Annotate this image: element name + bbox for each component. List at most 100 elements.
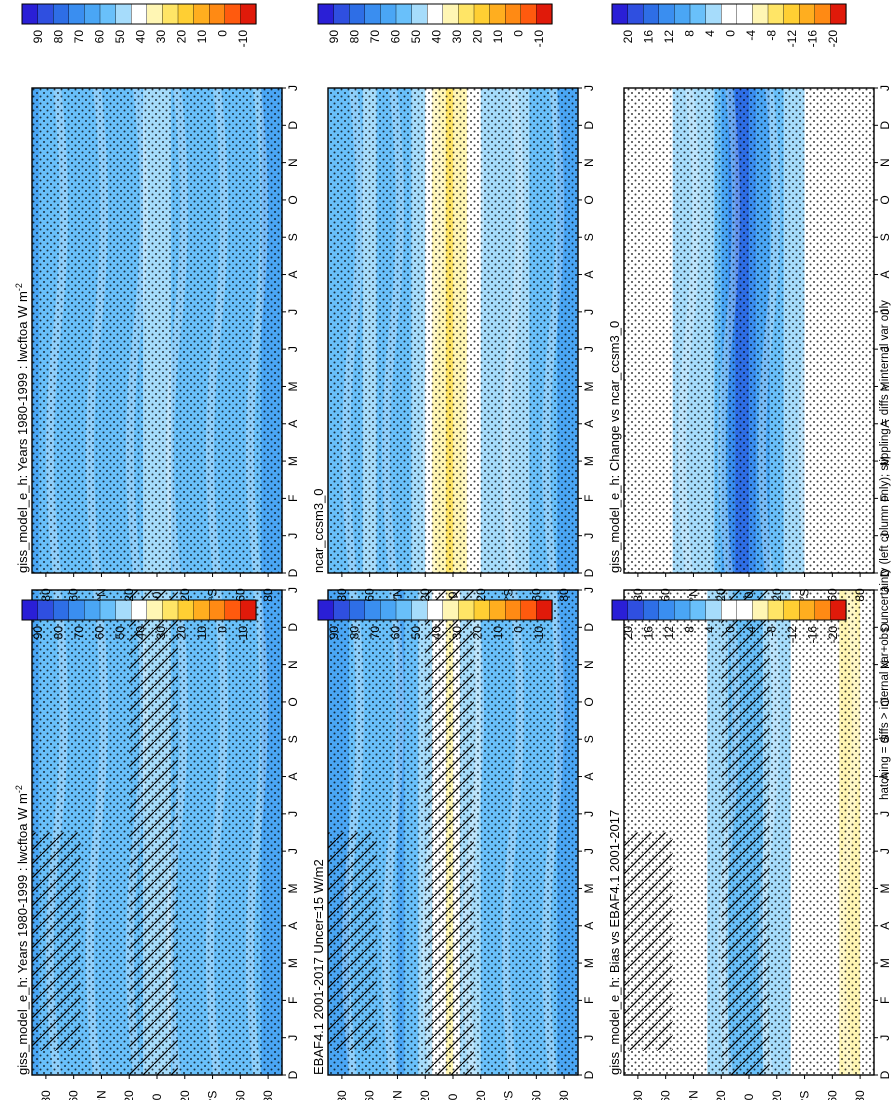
colorbar-swatch xyxy=(317,599,335,621)
colorbar-swatch xyxy=(99,3,117,25)
colorbar-swatch xyxy=(674,599,691,621)
colorbar-label: 90 xyxy=(327,626,341,640)
colorbar-label: 60 xyxy=(93,626,107,640)
month-tick-label: A xyxy=(582,420,596,428)
title-superscript: -2 xyxy=(14,283,24,291)
colorbar-swatch xyxy=(458,599,475,621)
colorbar-label: 70 xyxy=(72,30,86,44)
colorbar-label: -16 xyxy=(806,626,820,644)
lat-tick-label: °N xyxy=(686,1090,700,1100)
lat-tick-label: 60 xyxy=(659,588,673,602)
colorbar-swatch xyxy=(767,599,785,621)
colorbar-swatch xyxy=(814,3,831,25)
stippling xyxy=(624,88,874,573)
colorbar-swatch xyxy=(721,599,738,621)
lat-tick-label: 20 xyxy=(418,1090,432,1100)
colorbar-label: 8 xyxy=(683,30,697,37)
colorbar-swatch xyxy=(611,599,629,621)
lat-tick-label: 80 xyxy=(631,1090,645,1100)
hatching-tropics xyxy=(129,590,178,1075)
colorbar-swatch xyxy=(736,599,753,621)
month-tick-label: S xyxy=(286,233,300,241)
colorbar-swatch xyxy=(177,599,195,621)
colorbar-swatch xyxy=(364,3,381,25)
lat-tick-label: 60 xyxy=(363,1090,377,1100)
colorbar-swatch xyxy=(193,599,210,621)
colorbar-swatch xyxy=(705,599,722,621)
colorbar-swatch xyxy=(240,599,257,621)
lat-tick-label: 60 xyxy=(67,588,81,602)
colorbar-label: 60 xyxy=(389,30,403,44)
colorbar-swatch xyxy=(53,3,70,25)
lat-tick-label: °S xyxy=(206,589,220,602)
month-tick-label: N xyxy=(878,660,892,669)
colorbar-label: 80 xyxy=(348,626,362,640)
lat-tick-label: 60 xyxy=(363,588,377,602)
stippling xyxy=(328,88,578,573)
colorbar-label: 20 xyxy=(621,626,635,640)
colorbar-label: 4 xyxy=(703,626,717,633)
month-tick-label: J xyxy=(286,811,300,817)
month-tick-label: M xyxy=(582,456,596,466)
lat-tick-label: 20 xyxy=(474,1090,488,1100)
lat-tick-label: 20 xyxy=(474,588,488,602)
panel-title: giss_model_e_h: Years 1980-1999 : lwcfto… xyxy=(14,283,30,573)
month-tick-label: M xyxy=(286,456,300,466)
month-tick-label: M xyxy=(286,958,300,968)
colorbar-label: 10 xyxy=(195,626,209,640)
colorbar-label: 12 xyxy=(662,626,676,640)
colorbar-label: 30 xyxy=(450,626,464,640)
colorbar-swatch xyxy=(130,599,148,621)
month-tick-label: J xyxy=(878,85,892,91)
lat-tick-label: °S xyxy=(502,589,516,602)
month-tick-label: A xyxy=(582,922,596,930)
colorbar-label: 70 xyxy=(368,30,382,44)
month-tick-label: J xyxy=(582,587,596,593)
month-tick-label: A xyxy=(878,271,892,279)
colorbar: 90 80 70 60 50 40 30 20 10 0 -10 xyxy=(317,599,553,643)
colorbar-swatch xyxy=(364,599,381,621)
month-tick-label: S xyxy=(286,735,300,743)
lat-tick-label: 60 xyxy=(529,588,543,602)
month-tick-label: A xyxy=(286,773,300,781)
colorbar-swatch xyxy=(53,599,70,621)
lat-tick-label: 80 xyxy=(557,588,571,602)
lat-tick-label: °S xyxy=(206,1091,220,1100)
month-tick-label: D xyxy=(286,121,300,130)
month-tick-label: M xyxy=(286,381,300,391)
panel-D: D J F M A M J J A S O N D J 80 60 °N 20 0 20 °S 60 80 ncar_ccsm… xyxy=(311,3,596,602)
colorbar-swatch xyxy=(783,599,800,621)
lat-tick-label: 80 xyxy=(39,1090,53,1100)
colorbar-swatch xyxy=(689,599,707,621)
lat-tick-label: 20 xyxy=(178,1090,192,1100)
month-tick-label: F xyxy=(878,997,892,1004)
colorbar-swatch xyxy=(380,599,397,621)
colorbar-label: -12 xyxy=(785,626,799,644)
month-tick-label: J xyxy=(878,587,892,593)
colorbar-label: 40 xyxy=(430,30,444,44)
colorbar-swatch xyxy=(721,3,738,25)
lat-tick-label: 0 xyxy=(150,591,164,598)
colorbar-swatch xyxy=(799,599,816,621)
hatching-north xyxy=(624,832,673,1051)
colorbar-frame xyxy=(611,3,847,25)
month-tick-label: J xyxy=(878,309,892,315)
month-tick-label: F xyxy=(878,495,892,502)
month-tick-label: J xyxy=(582,85,596,91)
colorbar-swatch xyxy=(536,3,553,25)
lat-tick-label: °N xyxy=(390,1090,404,1100)
colorbar-swatch xyxy=(736,3,753,25)
colorbar-label: 30 xyxy=(154,626,168,640)
colorbar-label: -10 xyxy=(532,30,546,48)
month-tick-label: F xyxy=(582,997,596,1004)
lat-tick-label: 0 xyxy=(742,591,756,598)
month-tick-label: J xyxy=(878,1035,892,1041)
month-tick-label: J xyxy=(582,811,596,817)
month-tick-label: J xyxy=(582,848,596,854)
month-tick-label: F xyxy=(582,495,596,502)
hatching-north xyxy=(328,832,377,1051)
month-tick-label: N xyxy=(286,158,300,167)
colorbar-swatch xyxy=(674,3,691,25)
month-tick-label: M xyxy=(582,883,596,893)
